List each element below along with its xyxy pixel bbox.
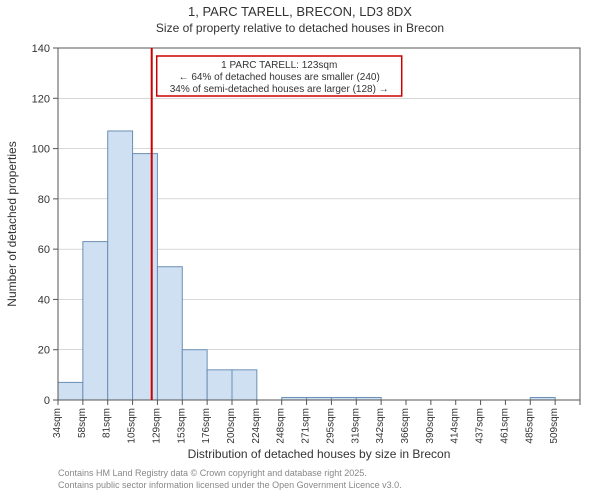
xtick-label: 34sqm — [52, 408, 63, 438]
histogram-bar — [207, 370, 232, 400]
ytick-label: 120 — [32, 93, 50, 105]
xtick-label: 509sqm — [549, 408, 560, 444]
ytick-label: 80 — [38, 194, 50, 206]
ytick-label: 0 — [44, 395, 50, 407]
footer-line1: Contains HM Land Registry data © Crown c… — [58, 468, 367, 478]
xtick-label: 319sqm — [350, 408, 361, 444]
xtick-label: 437sqm — [475, 408, 486, 444]
histogram-bar — [133, 154, 158, 400]
xtick-label: 248sqm — [276, 408, 287, 444]
ytick-label: 140 — [32, 43, 50, 55]
histogram-bar — [232, 370, 257, 400]
property-size-histogram: 1, PARC TARELL, BRECON, LD3 8DX Size of … — [0, 0, 600, 500]
y-axis-label: Number of detached properties — [5, 141, 19, 306]
chart-svg: 02040608010012014034sqm58sqm81sqm105sqm1… — [0, 0, 600, 500]
histogram-bar — [157, 267, 182, 400]
xtick-label: 366sqm — [400, 408, 411, 444]
histogram-bar — [58, 382, 83, 400]
xtick-label: 485sqm — [524, 408, 535, 444]
xtick-label: 153sqm — [176, 408, 187, 444]
xtick-label: 224sqm — [251, 408, 262, 444]
ytick-label: 20 — [38, 345, 50, 357]
histogram-bar — [182, 350, 207, 400]
xtick-label: 295sqm — [325, 408, 336, 444]
xtick-label: 129sqm — [151, 408, 162, 444]
ytick-label: 60 — [38, 244, 50, 256]
xtick-label: 200sqm — [226, 408, 237, 444]
xtick-label: 81sqm — [102, 408, 113, 438]
chart-title-line1: 1, PARC TARELL, BRECON, LD3 8DX — [0, 4, 600, 21]
annotation-line1: 1 PARC TARELL: 123sqm — [221, 60, 337, 71]
footer-line2: Contains public sector information licen… — [58, 480, 402, 490]
xtick-label: 414sqm — [450, 408, 461, 444]
ytick-label: 100 — [32, 144, 50, 156]
xtick-label: 105sqm — [127, 408, 138, 444]
ytick-label: 40 — [38, 294, 50, 306]
xtick-label: 58sqm — [77, 408, 88, 438]
annotation-line2: ← 64% of detached houses are smaller (24… — [179, 72, 380, 83]
histogram-bar — [108, 131, 133, 400]
x-axis-label: Distribution of detached houses by size … — [188, 447, 451, 461]
xtick-label: 271sqm — [301, 408, 312, 444]
xtick-label: 461sqm — [499, 408, 510, 444]
xtick-label: 176sqm — [201, 408, 212, 444]
chart-title-line2: Size of property relative to detached ho… — [0, 21, 600, 37]
annotation-line3: 34% of semi-detached houses are larger (… — [170, 84, 389, 95]
xtick-label: 390sqm — [425, 408, 436, 444]
histogram-bar — [83, 242, 108, 400]
xtick-label: 342sqm — [375, 408, 386, 444]
